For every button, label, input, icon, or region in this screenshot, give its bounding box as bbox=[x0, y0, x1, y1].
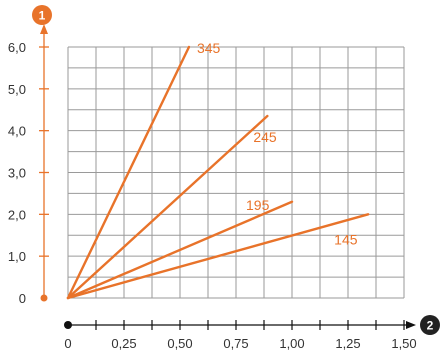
x-axis-badge bbox=[420, 315, 440, 335]
y-axis-arrow bbox=[40, 24, 48, 34]
series-line bbox=[66, 200, 294, 300]
y-axis-badge-label: 1 bbox=[39, 9, 46, 23]
y-tick-label: 1,0 bbox=[8, 249, 26, 264]
y-tick-label: 5,0 bbox=[8, 82, 26, 97]
series-label: 345 bbox=[197, 40, 221, 56]
series-line bbox=[66, 213, 370, 300]
axis-markers: 12 bbox=[32, 5, 440, 335]
x-axis-badge-label: 2 bbox=[427, 319, 434, 333]
y-axis-origin-dot bbox=[40, 294, 48, 302]
y-tick-label: 4,0 bbox=[8, 124, 26, 139]
y-tick-label: 6,0 bbox=[8, 40, 26, 55]
x-axis-origin-dot bbox=[64, 321, 72, 329]
x-tick-label: 0,25 bbox=[111, 336, 136, 351]
x-tick-label: 1,50 bbox=[391, 336, 416, 351]
x-tick-label: 0,75 bbox=[223, 336, 248, 351]
series-line bbox=[66, 45, 191, 300]
series-label: 245 bbox=[253, 129, 277, 145]
x-tick-label: 0,50 bbox=[167, 336, 192, 351]
y-tick-label: 0 bbox=[19, 291, 26, 306]
x-tick-label: 1,25 bbox=[335, 336, 360, 351]
y-tick-label: 2,0 bbox=[8, 207, 26, 222]
series-line bbox=[66, 114, 269, 300]
series-label: 195 bbox=[246, 197, 270, 213]
series-label: 145 bbox=[334, 231, 358, 247]
x-axis-arrow bbox=[406, 321, 416, 329]
y-axis-badge bbox=[32, 5, 52, 25]
tick-labels: 0 1,0 2,0 3,0 4,0 5,0 6,0 0 0,25 0,50 0,75 1,00 1,25… bbox=[8, 40, 417, 351]
axes bbox=[39, 24, 416, 330]
x-tick-label: 1,00 bbox=[279, 336, 304, 351]
series-lines bbox=[66, 45, 370, 300]
series-labels: 345 245 195 145 bbox=[197, 40, 358, 247]
x-tick-label: 0 bbox=[64, 336, 71, 351]
grid bbox=[67, 46, 405, 299]
y-tick-label: 3,0 bbox=[8, 166, 26, 181]
